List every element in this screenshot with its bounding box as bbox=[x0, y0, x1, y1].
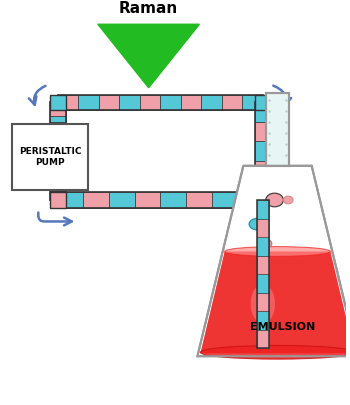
Bar bbox=[109, 192, 135, 208]
Bar bbox=[58, 192, 263, 208]
Bar bbox=[255, 102, 271, 200]
Bar bbox=[257, 200, 269, 219]
Bar bbox=[160, 94, 181, 110]
Bar bbox=[257, 293, 269, 311]
Ellipse shape bbox=[260, 239, 272, 248]
Bar bbox=[255, 122, 271, 141]
Bar bbox=[50, 196, 66, 200]
Bar bbox=[58, 94, 78, 110]
Bar bbox=[50, 192, 66, 208]
Bar bbox=[135, 192, 160, 208]
Bar bbox=[99, 94, 119, 110]
Bar bbox=[50, 102, 66, 109]
Bar bbox=[140, 94, 160, 110]
Ellipse shape bbox=[201, 345, 350, 359]
Bar bbox=[255, 192, 271, 208]
Text: EMULSION: EMULSION bbox=[250, 322, 315, 332]
Bar bbox=[257, 311, 269, 330]
Bar bbox=[58, 94, 263, 110]
Bar bbox=[255, 102, 271, 122]
Ellipse shape bbox=[225, 247, 330, 256]
Polygon shape bbox=[197, 166, 350, 356]
Bar bbox=[50, 94, 66, 110]
Bar bbox=[242, 94, 263, 110]
Bar bbox=[50, 109, 66, 116]
Bar bbox=[50, 191, 66, 200]
Ellipse shape bbox=[249, 218, 267, 230]
Bar bbox=[257, 219, 269, 237]
Bar bbox=[186, 192, 212, 208]
Bar bbox=[257, 237, 269, 256]
Ellipse shape bbox=[266, 193, 284, 207]
Bar bbox=[201, 94, 222, 110]
Bar bbox=[50, 191, 66, 196]
Bar bbox=[255, 141, 271, 161]
Bar bbox=[266, 93, 289, 166]
Bar bbox=[257, 330, 269, 348]
Bar bbox=[181, 94, 201, 110]
Ellipse shape bbox=[284, 196, 293, 204]
Bar bbox=[257, 256, 269, 274]
Bar bbox=[222, 94, 242, 110]
Bar bbox=[255, 161, 271, 181]
Bar bbox=[83, 192, 109, 208]
Bar bbox=[78, 94, 99, 110]
Bar bbox=[255, 94, 271, 110]
Text: PERISTALTIC
PUMP: PERISTALTIC PUMP bbox=[19, 147, 81, 167]
Polygon shape bbox=[98, 24, 200, 88]
Bar bbox=[255, 181, 271, 200]
Ellipse shape bbox=[251, 284, 275, 323]
Bar bbox=[50, 116, 66, 123]
Bar bbox=[58, 192, 83, 208]
Polygon shape bbox=[201, 252, 350, 353]
Bar bbox=[12, 124, 88, 190]
Bar bbox=[50, 102, 66, 123]
Bar bbox=[257, 200, 269, 348]
Bar bbox=[266, 93, 289, 166]
Bar bbox=[257, 274, 269, 293]
Text: Raman: Raman bbox=[119, 2, 178, 17]
Bar bbox=[119, 94, 140, 110]
Bar bbox=[160, 192, 186, 208]
Bar bbox=[237, 192, 263, 208]
Bar bbox=[212, 192, 237, 208]
